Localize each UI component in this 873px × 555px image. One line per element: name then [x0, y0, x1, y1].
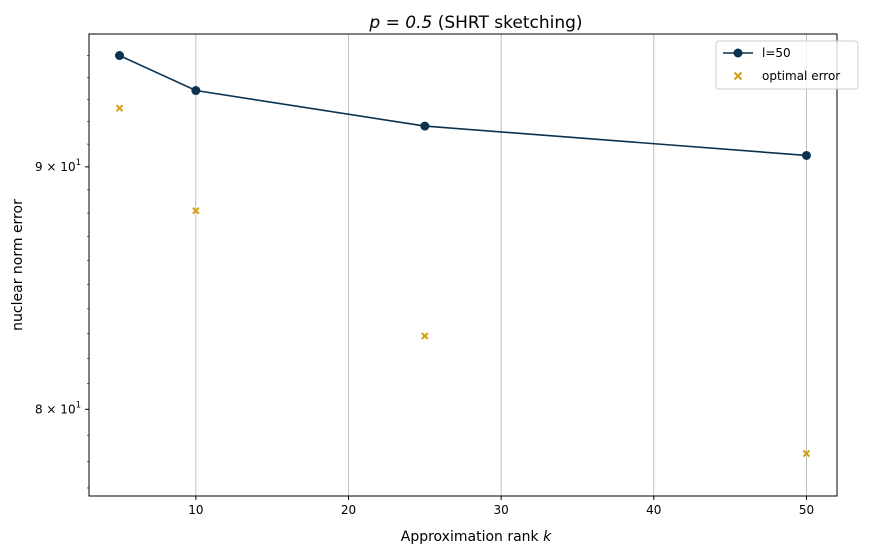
legend-circle-marker [733, 48, 743, 58]
data-point-circle [420, 121, 430, 131]
x-tick-label: 40 [646, 503, 661, 517]
grid-lines [195, 34, 807, 496]
x-axis-label-math: k [543, 529, 552, 545]
chart-title-math: p = 0.5 [368, 13, 432, 33]
x-tick-label: 20 [341, 503, 356, 517]
legend-x-marker [733, 71, 743, 81]
y-tick-label: 9 × 101 [35, 158, 81, 174]
y-tick-label: 8 × 101 [35, 400, 81, 416]
data-point-x [115, 104, 124, 112]
legend-label-l50: l=50 [762, 46, 791, 60]
data-point-x [421, 332, 429, 340]
x-axis-ticks: 10 20 30 40 50 [188, 496, 814, 517]
data-point-circle [115, 51, 125, 61]
chart-title: p = 0.5 (SHRT sketching) [368, 13, 582, 33]
legend-label-optimal-error: optimal error [762, 69, 840, 83]
plot-series [115, 51, 811, 458]
data-point-x [192, 207, 200, 215]
y-axis-ticks: 9 × 101 8 × 101 [35, 55, 89, 489]
data-point-x [802, 449, 811, 458]
legend: l=50 optimal error [715, 40, 859, 90]
data-point-circle [801, 150, 811, 160]
series-line-0 [119, 54, 807, 157]
data-point-circle [191, 86, 201, 96]
x-tick-label: 30 [494, 503, 509, 517]
y-axis-label: nuclear norm error [10, 199, 26, 331]
x-tick-label: 10 [188, 503, 203, 517]
x-tick-label: 50 [799, 503, 814, 517]
plot-frame [88, 33, 838, 497]
chart-title-rest: (SHRT sketching) [432, 13, 582, 33]
x-axis-label-text: Approximation rank [401, 529, 540, 545]
x-axis-label: Approximation rank k [401, 529, 552, 545]
